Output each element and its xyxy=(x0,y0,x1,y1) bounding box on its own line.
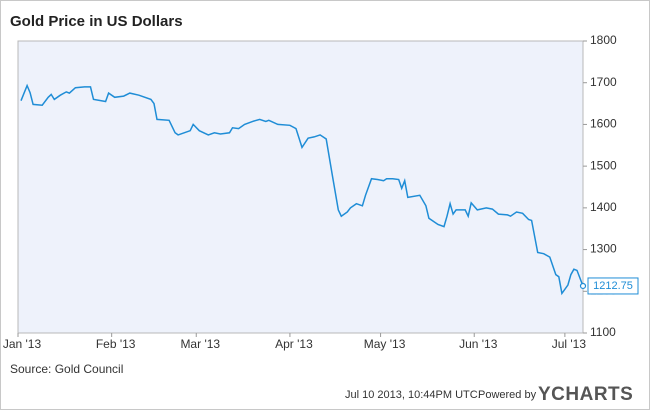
y-tick-label: 1500 xyxy=(590,158,617,172)
x-tick-label: Jun '13 xyxy=(459,337,498,351)
last-value-box xyxy=(587,277,639,295)
y-tick-label: 1100 xyxy=(590,325,616,339)
x-tick-label: Mar '13 xyxy=(180,337,220,351)
powered-by: Powered by xyxy=(478,389,537,401)
timestamp: Jul 10 2013, 10:44PM UTC. xyxy=(345,389,481,401)
y-tick-label: 1700 xyxy=(590,75,617,89)
price-line xyxy=(20,83,584,296)
y-tick-label: 1800 xyxy=(590,33,617,47)
y-tick-label: 1400 xyxy=(590,200,617,214)
last-value-label: 1212.75 xyxy=(593,280,633,292)
y-tick-label: 1300 xyxy=(590,242,617,256)
source: Source: Gold Council xyxy=(10,362,123,376)
x-tick-label: Apr '13 xyxy=(275,337,313,351)
x-tick-label: Feb '13 xyxy=(96,337,136,351)
chart-title: Gold Price in US Dollars xyxy=(10,13,183,30)
x-tick-label: Jul '13 xyxy=(552,337,587,351)
y-tick-label: 1600 xyxy=(590,117,617,131)
x-tick-label: Jan '13 xyxy=(3,337,42,351)
last-point xyxy=(579,282,587,290)
x-tick-label: May '13 xyxy=(364,337,406,351)
plot-area xyxy=(17,40,584,334)
brand: YCHARTS xyxy=(538,384,633,405)
